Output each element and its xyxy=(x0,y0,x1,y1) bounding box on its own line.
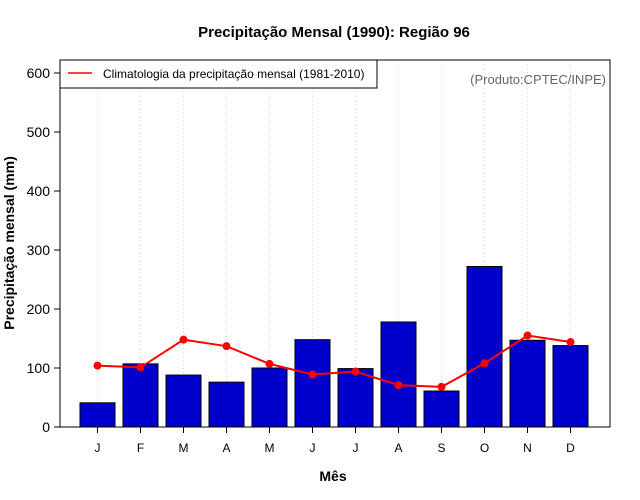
bar xyxy=(294,339,331,428)
x-tick-label: M xyxy=(265,441,275,455)
x-tick-label: D xyxy=(566,441,575,455)
climatology-series xyxy=(93,331,575,391)
y-tick-label: 500 xyxy=(27,124,51,140)
climatology-point xyxy=(136,363,145,372)
chart-title: Precipitação Mensal (1990): Região 96 xyxy=(198,24,470,41)
x-tick-label: O xyxy=(480,441,489,455)
legend: Climatologia da precipitação mensal (198… xyxy=(59,59,378,89)
bar xyxy=(122,363,159,428)
climatology-point xyxy=(222,342,231,351)
x-tick-label: J xyxy=(353,441,359,455)
bar xyxy=(509,339,546,428)
x-tick-label: A xyxy=(394,441,402,455)
climatology-point xyxy=(265,359,274,368)
bar xyxy=(165,374,202,428)
y-tick-label: 400 xyxy=(27,183,51,199)
bar xyxy=(423,390,460,428)
y-tick-label: 100 xyxy=(27,360,51,376)
bar xyxy=(251,367,288,428)
bar xyxy=(552,345,589,428)
y-axis-title: Precipitação mensal (mm) xyxy=(1,156,17,330)
climatology-point xyxy=(566,338,575,347)
x-axis-title: Mês xyxy=(319,468,346,484)
climatology-point xyxy=(394,381,403,390)
bar xyxy=(380,321,417,428)
bar xyxy=(337,368,374,428)
x-tick-label: S xyxy=(437,441,445,455)
legend-box xyxy=(59,59,378,89)
bar xyxy=(79,402,116,428)
x-tick-label: N xyxy=(523,441,532,455)
climatology-point xyxy=(437,382,446,391)
climatology-point xyxy=(308,370,317,379)
climatology-point xyxy=(93,361,102,370)
y-tick-label: 200 xyxy=(27,301,51,317)
x-tick-label: A xyxy=(222,441,230,455)
climatology-line xyxy=(97,334,571,388)
bars xyxy=(79,266,589,428)
product-annotation: (Produto:CPTEC/INPE) xyxy=(470,72,606,87)
x-tick-label: M xyxy=(179,441,189,455)
climatology-point xyxy=(480,359,489,368)
x-tick-label: J xyxy=(310,441,316,455)
x-tick-label: J xyxy=(95,441,101,455)
climatology-point xyxy=(523,331,532,340)
climatology-point xyxy=(179,335,188,344)
climatology-point xyxy=(351,367,360,376)
legend-label: Climatologia da precipitação mensal (198… xyxy=(103,67,364,81)
y-axis: 0 100 200 300 400 500 600 xyxy=(27,65,60,435)
y-tick-label: 0 xyxy=(42,419,50,435)
bar xyxy=(208,381,245,428)
bar xyxy=(466,266,503,428)
y-tick-label: 300 xyxy=(27,242,51,258)
x-tick-label: F xyxy=(137,441,144,455)
y-tick-label: 600 xyxy=(27,65,51,81)
